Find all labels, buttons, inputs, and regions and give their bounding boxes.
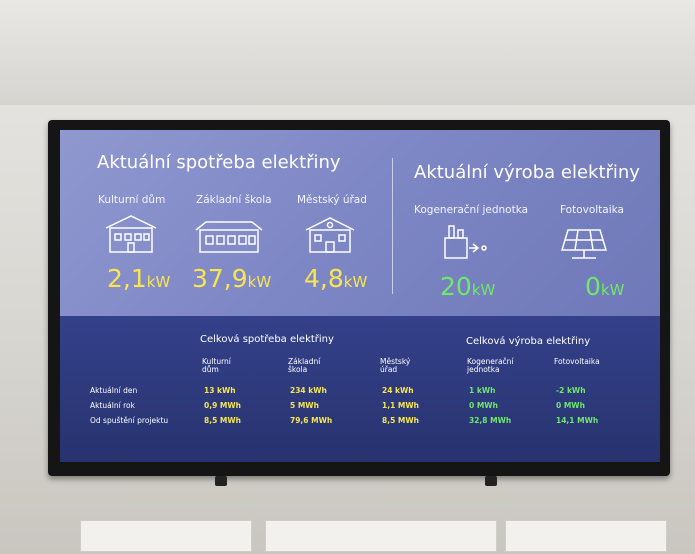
value-unit: kW (601, 281, 625, 299)
tv-mount (485, 476, 497, 486)
solar-icon (562, 230, 606, 258)
table-cell: 234 kWh (290, 386, 327, 395)
value-number: 4,8 (304, 264, 344, 293)
item-label: Fotovoltaika (560, 204, 624, 216)
ceiling (0, 0, 695, 105)
table-cell: 13 kWh (204, 386, 236, 395)
item-label: Kogenerační jednotka (414, 204, 528, 216)
item-label: Kulturní dům (98, 194, 165, 206)
row-label: Od spuštění projektu (90, 416, 168, 425)
table-cell: -2 kWh (556, 386, 586, 395)
table-cell: 0 MWh (469, 401, 498, 410)
table-cell: 8,5 MWh (382, 416, 419, 425)
column-header: Kulturní dům (202, 358, 250, 374)
table-cell: 5 MWh (290, 401, 319, 410)
wall-sign (505, 520, 667, 552)
town-hall-icon (306, 218, 354, 252)
column-header: Fotovoltaika (554, 358, 602, 366)
item-value: 2,1kW (107, 264, 170, 293)
table-cell: 32,8 MWh (469, 416, 511, 425)
school-icon (196, 222, 262, 252)
item-label: Městský úřad (297, 194, 367, 206)
value-unit: kW (472, 281, 496, 299)
value-number: 37,9 (192, 264, 248, 293)
value-unit: kW (147, 273, 171, 291)
item-value: 37,9kW (192, 264, 271, 293)
table-cell: 14,1 MWh (556, 416, 598, 425)
building-icon (106, 216, 156, 252)
photo: {"consumption": {"title": "Aktuální spot… (0, 0, 695, 554)
item-label: Základní škola (196, 194, 272, 206)
value-unit: kW (248, 273, 272, 291)
row-label: Aktuální rok (90, 401, 135, 410)
table-cell: 1,1 MWh (382, 401, 419, 410)
item-value: 4,8kW (304, 264, 367, 293)
table-cell: 0,9 MWh (204, 401, 241, 410)
value-number: 20 (440, 272, 472, 301)
totals-production-title: Celková výroba elektřiny (466, 336, 590, 347)
column-header: Kogenerační jednotka (467, 358, 515, 374)
table-cell: 1 kWh (469, 386, 495, 395)
table-cell: 79,6 MWh (290, 416, 332, 425)
table-cell: 24 kWh (382, 386, 414, 395)
table-cell: 0 MWh (556, 401, 585, 410)
value-unit: kW (344, 273, 368, 291)
tv-mount (215, 476, 227, 486)
value-number: 0 (585, 272, 601, 301)
row-label: Aktuální den (90, 386, 137, 395)
table-cell: 8,5 MWh (204, 416, 241, 425)
column-header: Městský úřad (380, 358, 428, 374)
totals-consumption-title: Celková spotřeba elektřiny (200, 334, 334, 345)
wall-sign (80, 520, 252, 552)
wall-sign (265, 520, 497, 552)
item-value: 0kW (585, 272, 624, 301)
cogeneration-icon (445, 226, 486, 258)
screen: Aktuální spotřeba elektřiny Aktuální výr… (60, 130, 660, 462)
column-header: Základní škola (288, 358, 336, 374)
value-number: 2,1 (107, 264, 147, 293)
item-value: 20kW (440, 272, 495, 301)
